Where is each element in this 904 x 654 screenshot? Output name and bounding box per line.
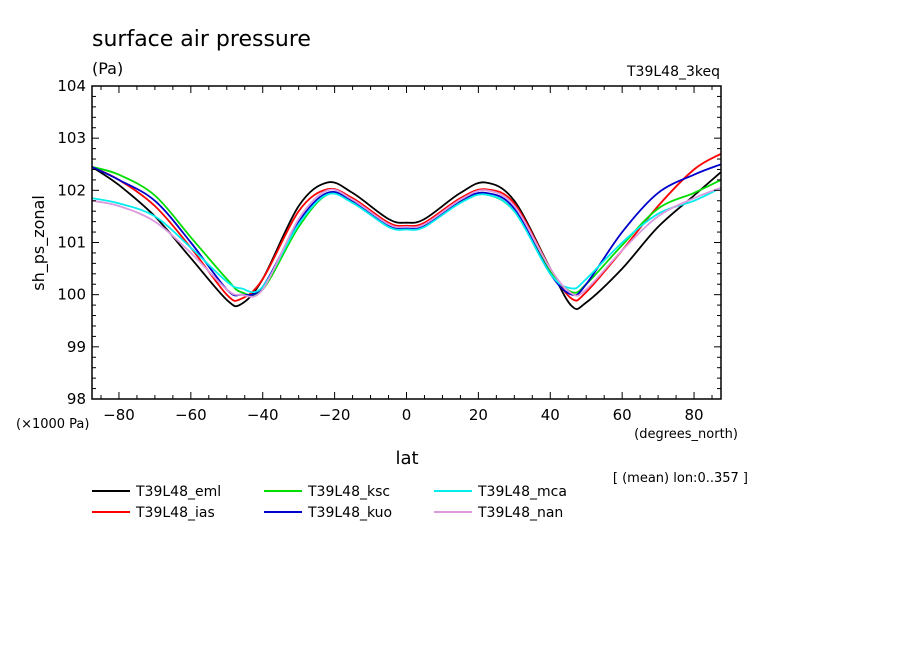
legend-label-t39l48-eml: T39L48_eml bbox=[135, 484, 221, 500]
chart-title: surface air pressure bbox=[92, 27, 311, 52]
x-axis-label: lat bbox=[395, 448, 418, 469]
y-axis-label: sh_ps_zonal bbox=[29, 195, 49, 291]
units-label: (Pa) bbox=[92, 59, 123, 78]
x-units-label: (degrees_north) bbox=[634, 427, 738, 442]
y-tick-label: 100 bbox=[57, 286, 86, 304]
x-tick-label: 0 bbox=[402, 406, 412, 424]
legend-label-t39l48-ias: T39L48_ias bbox=[135, 505, 215, 521]
legend-label-t39l48-ksc: T39L48_ksc bbox=[307, 484, 390, 500]
axis-ticks bbox=[92, 85, 721, 400]
x-tick-label: −20 bbox=[319, 406, 351, 424]
series-line-t39l48-nan bbox=[91, 186, 722, 298]
x-tick-label: 40 bbox=[541, 406, 560, 424]
plot-area: −80 −60 −40 −20 0 20 40 60 80 98 99 100 101 102 103 10… bbox=[57, 77, 722, 424]
series-line-t39l48-eml bbox=[91, 166, 722, 311]
experiment-label: T39L48_3keq bbox=[626, 64, 720, 80]
y-tick-label: 101 bbox=[57, 234, 86, 252]
legend: T39L48_eml T39L48_ias T39L48_ksc T39L48_kuo… bbox=[92, 484, 567, 521]
x-tick-label: −80 bbox=[103, 406, 135, 424]
y-scale-note: (×1000 Pa) bbox=[16, 417, 89, 432]
series-line-t39l48-kuo bbox=[91, 163, 722, 297]
y-tick-labels: 98 99 100 101 102 103 104 bbox=[57, 77, 86, 408]
y-tick-label: 99 bbox=[67, 338, 86, 356]
series-lines bbox=[91, 153, 722, 311]
x-tick-labels: −80 −60 −40 −20 0 20 40 60 80 bbox=[103, 406, 703, 424]
x-tick-label: −60 bbox=[175, 406, 207, 424]
y-tick-label: 98 bbox=[67, 390, 86, 408]
series-line-t39l48-ksc bbox=[91, 166, 722, 297]
subset-note: [ (mean) lon:0..357 ] bbox=[613, 471, 748, 486]
y-tick-label: 104 bbox=[57, 77, 86, 95]
x-tick-label: 60 bbox=[613, 406, 632, 424]
series-line-t39l48-mca bbox=[91, 186, 722, 294]
y-tick-label: 103 bbox=[57, 129, 86, 147]
x-tick-label: 80 bbox=[684, 406, 703, 424]
x-tick-label: 20 bbox=[469, 406, 488, 424]
y-tick-label: 102 bbox=[57, 181, 86, 199]
x-tick-label: −40 bbox=[247, 406, 279, 424]
legend-label-t39l48-kuo: T39L48_kuo bbox=[307, 505, 392, 521]
legend-label-t39l48-nan: T39L48_nan bbox=[477, 505, 563, 521]
legend-label-t39l48-mca: T39L48_mca bbox=[477, 484, 567, 500]
series-line-t39l48-ias bbox=[91, 153, 722, 302]
